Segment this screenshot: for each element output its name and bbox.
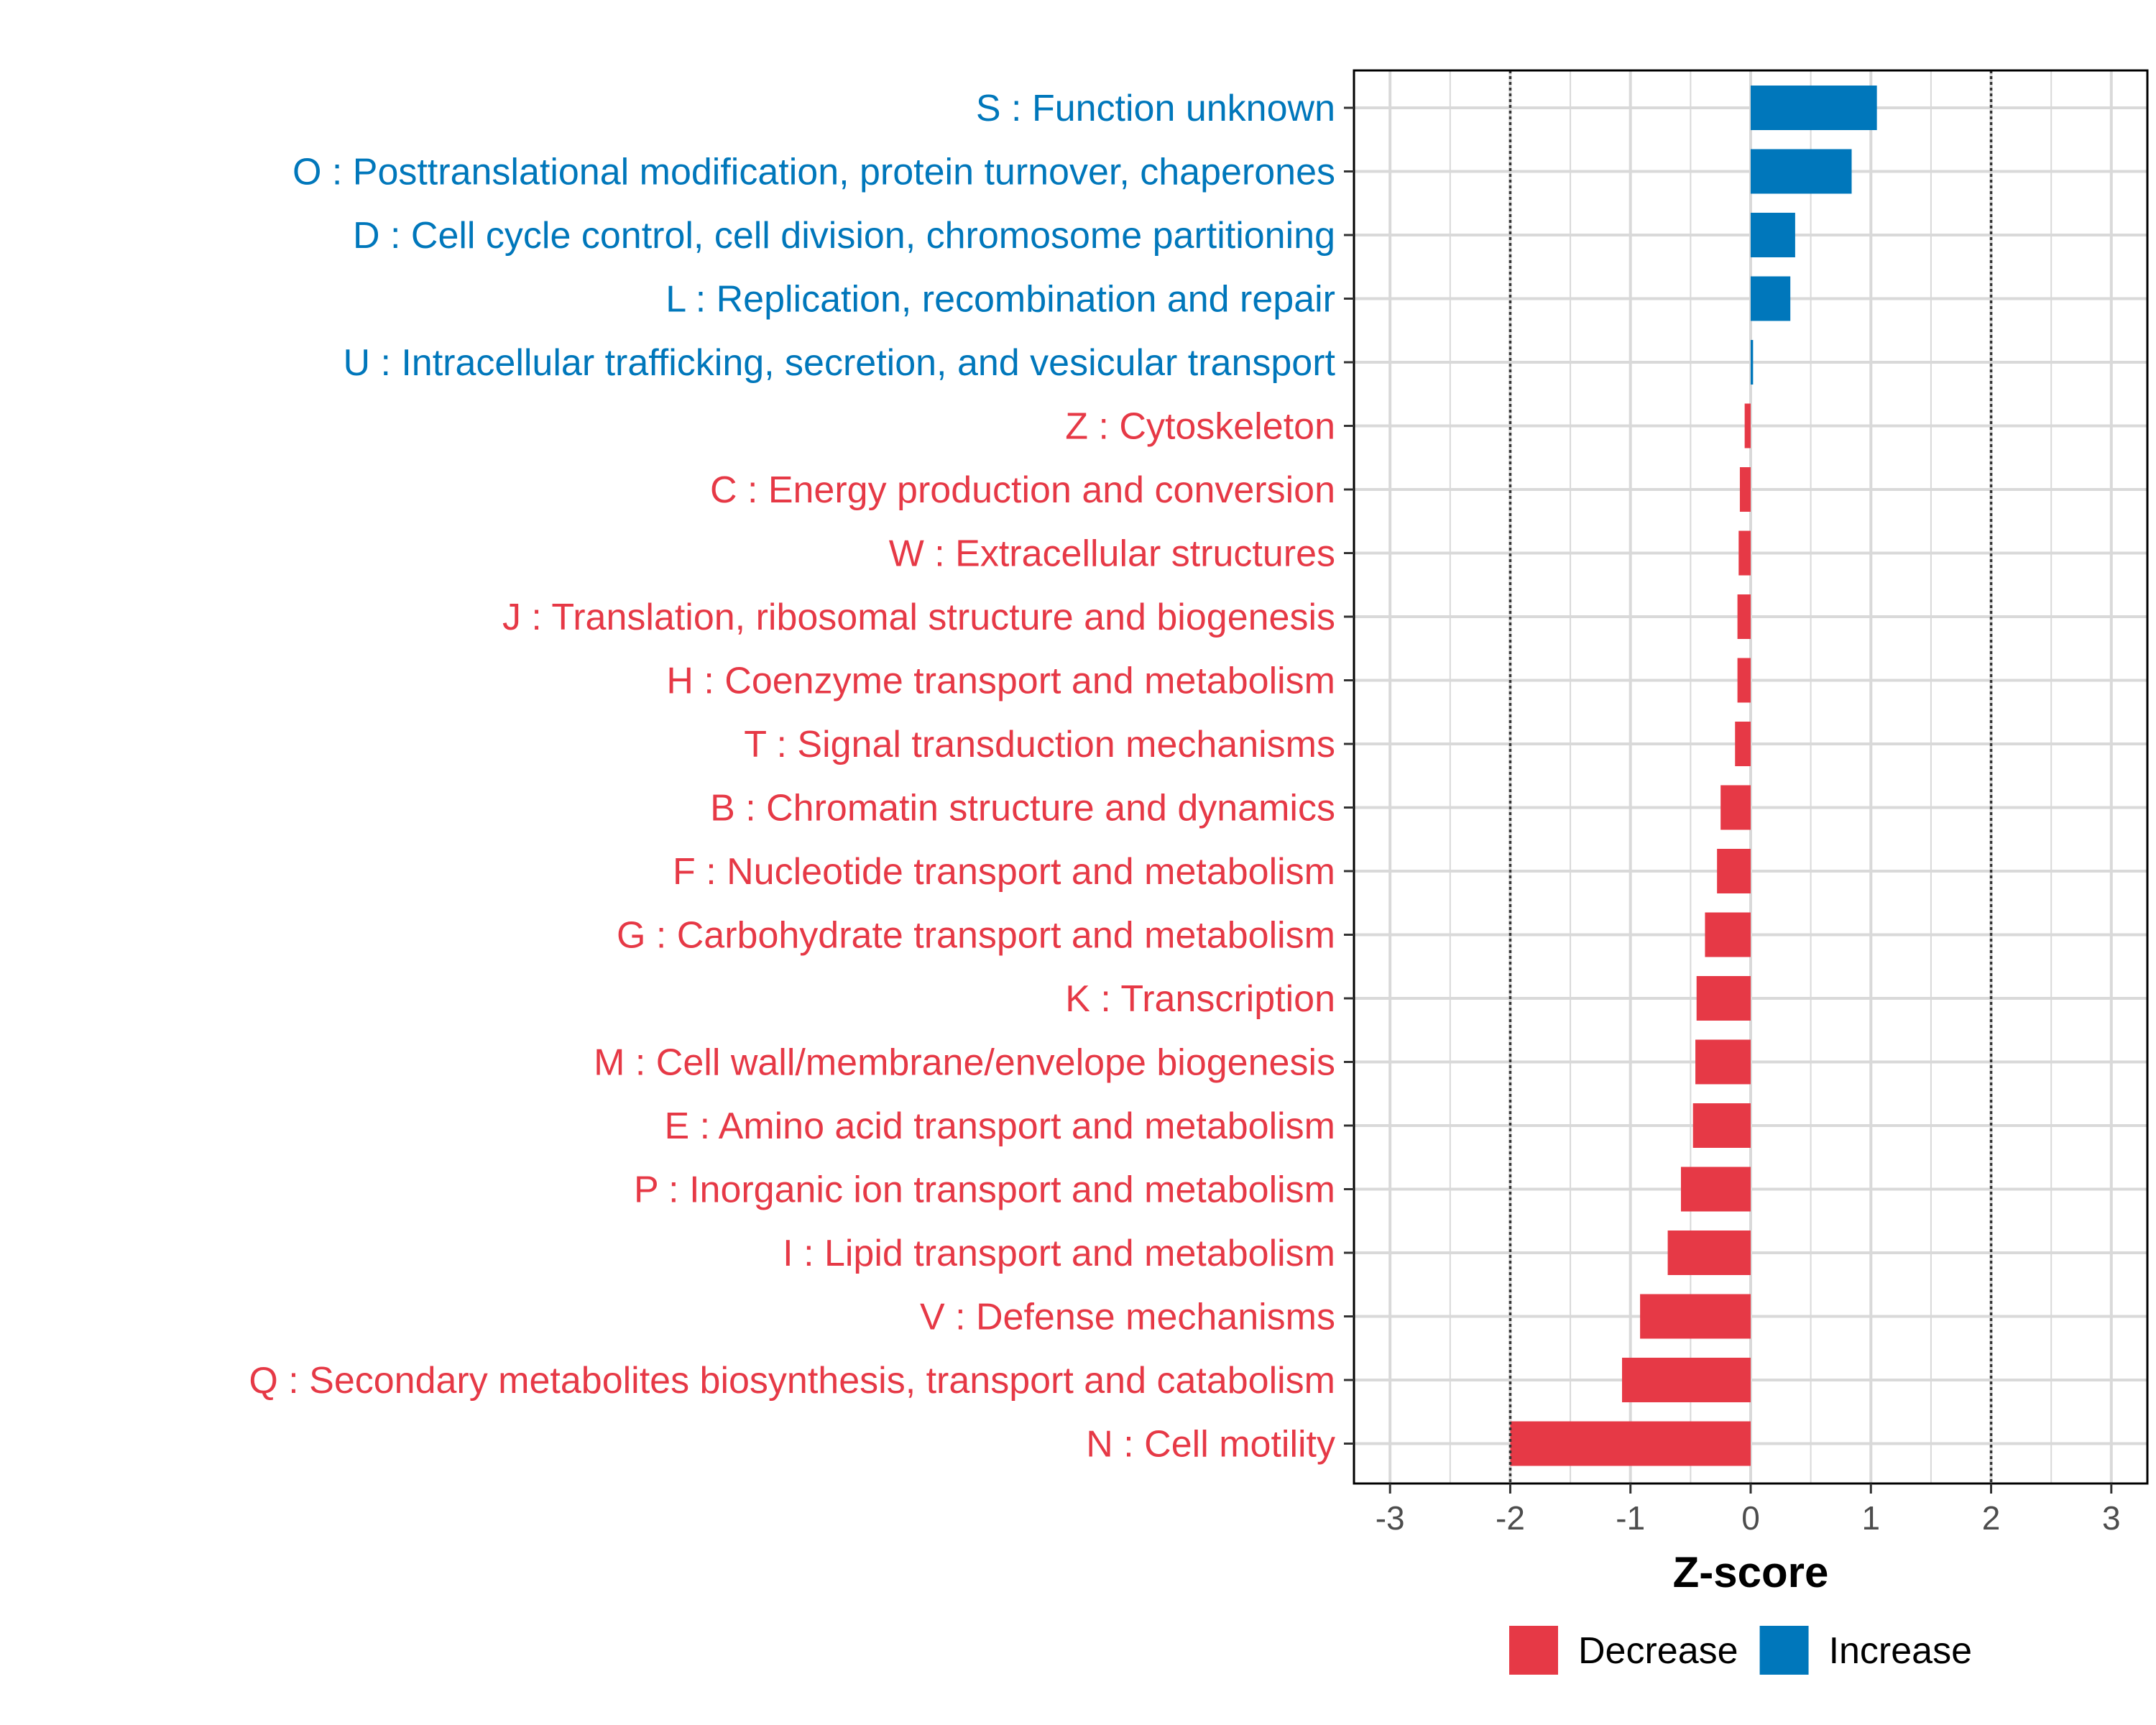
legend-label-decrease: Decrease: [1578, 1630, 1738, 1672]
bar-w: [1738, 530, 1751, 576]
bar-j: [1737, 594, 1751, 639]
category-label-m: M : Cell wall/membrane/envelope biogenes…: [594, 1042, 1335, 1084]
category-label-e: E : Amino acid transport and metabolism: [664, 1105, 1335, 1147]
category-label-z: Z : Cytoskeleton: [1065, 406, 1335, 448]
bar-f: [1717, 849, 1751, 893]
bar-p: [1680, 1167, 1751, 1212]
x-tick-label: -2: [1496, 1499, 1525, 1537]
category-label-f: F : Nucleotide transport and metabolism: [673, 851, 1335, 893]
bar-k: [1696, 976, 1751, 1021]
bar-h: [1737, 658, 1751, 703]
category-label-i: I : Lipid transport and metabolism: [783, 1233, 1335, 1274]
bar-q: [1622, 1358, 1751, 1402]
legend-swatch-increase: [1759, 1626, 1809, 1675]
bar-z: [1744, 403, 1751, 448]
category-label-o: O : Posttranslational modification, prot…: [292, 152, 1335, 193]
category-label-t: T : Signal transduction mechanisms: [744, 724, 1335, 765]
bar-i: [1667, 1230, 1751, 1275]
bar-l: [1751, 276, 1791, 321]
category-label-g: G : Carbohydrate transport and metabolis…: [617, 915, 1335, 957]
category-label-l: L : Replication, recombination and repai…: [665, 279, 1335, 321]
legend-label-increase: Increase: [1829, 1630, 1972, 1672]
category-label-j: J : Translation, ribosomal structure and…: [502, 597, 1335, 638]
category-label-d: D : Cell cycle control, cell division, c…: [353, 215, 1335, 257]
x-axis-title: Z-score: [1673, 1548, 1829, 1596]
category-label-h: H : Coenzyme transport and metabolism: [666, 661, 1335, 702]
bars: [1510, 86, 1877, 1466]
bar-e: [1692, 1103, 1751, 1148]
y-axis-ticks: [1344, 106, 1354, 1445]
bar-c: [1739, 467, 1751, 512]
category-label-w: W : Extracellular structures: [889, 533, 1335, 575]
category-label-k: K : Transcription: [1065, 978, 1335, 1020]
x-tick-label: -1: [1616, 1499, 1645, 1537]
bar-v: [1640, 1294, 1751, 1339]
legend-swatch-decrease: [1509, 1626, 1558, 1675]
category-label-v: V : Defense mechanisms: [920, 1297, 1335, 1338]
category-label-u: U : Intracellular trafficking, secretion…: [343, 342, 1335, 384]
category-label-p: P : Inorganic ion transport and metaboli…: [634, 1169, 1335, 1211]
category-label-s: S : Function unknown: [976, 88, 1335, 129]
bar-g: [1705, 912, 1751, 957]
bar-t: [1735, 722, 1751, 766]
bar-u: [1751, 340, 1754, 385]
x-axis-ticks: -3 -2 -1 0 1 2 3: [1376, 1484, 2121, 1537]
x-tick-label: -3: [1376, 1499, 1405, 1537]
category-label-q: Q : Secondary metabolites biosynthesis, …: [249, 1360, 1335, 1402]
bar-o: [1751, 149, 1852, 194]
bar-n: [1510, 1421, 1751, 1466]
x-tick-label: 0: [1741, 1499, 1760, 1537]
legend: Decrease Increase: [1509, 1626, 1972, 1675]
bar-b: [1720, 785, 1751, 830]
bar-d: [1751, 213, 1795, 257]
category-label-b: B : Chromatin structure and dynamics: [710, 788, 1335, 829]
bar-s: [1751, 86, 1877, 130]
category-label-c: C : Energy production and conversion: [710, 469, 1335, 511]
x-tick-label: 2: [1982, 1499, 2001, 1537]
x-tick-label: 3: [2102, 1499, 2121, 1537]
x-tick-label: 1: [1861, 1499, 1880, 1537]
category-labels: S : Function unknown O : Posttranslationa…: [249, 88, 1335, 1466]
bar-m: [1695, 1039, 1751, 1085]
category-label-n: N : Cell motility: [1086, 1424, 1335, 1466]
